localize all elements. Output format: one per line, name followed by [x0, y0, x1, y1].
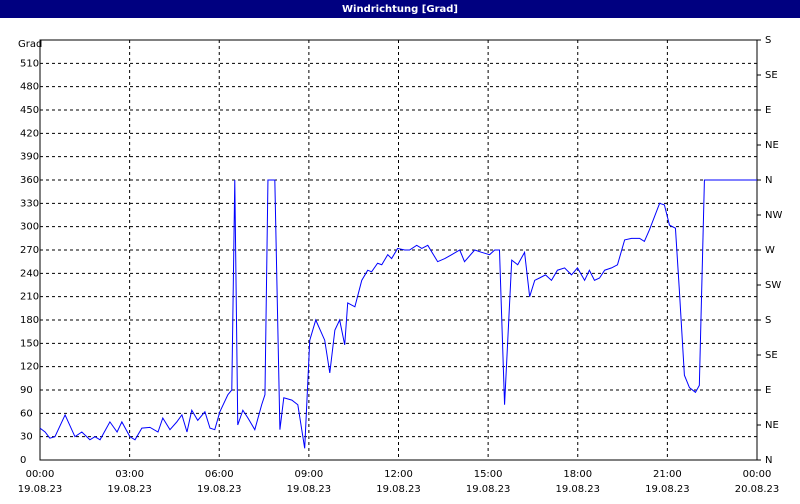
y2-tick-label: E: [765, 105, 771, 116]
y-tick-label: 210: [20, 292, 39, 303]
x-tick-label: 00:00: [26, 469, 55, 480]
x-tick-date: 19.08.23: [376, 484, 421, 495]
x-tick-date: 19.08.23: [18, 484, 63, 495]
y2-tick-label: N: [765, 455, 772, 466]
y-tick-label: 270: [20, 245, 39, 256]
y2-tick-label: SE: [765, 350, 778, 361]
y2-tick-label: NW: [765, 210, 782, 221]
y-tick-label: 450: [20, 105, 39, 116]
y-tick-label: 420: [20, 128, 39, 139]
x-tick-label: 12:00: [384, 469, 413, 480]
y-tick-label: 0: [20, 455, 26, 466]
y-axis-label: Grad: [18, 39, 42, 50]
chart-title: Windrichtung [Grad]: [342, 4, 458, 15]
y-tick-label: 510: [20, 58, 39, 69]
x-tick-date: 19.08.23: [107, 484, 152, 495]
y2-tick-label: S: [765, 315, 771, 326]
y-tick-label: 180: [20, 315, 39, 326]
title-bar: [0, 0, 800, 18]
y-tick-label: 240: [20, 268, 39, 279]
y-tick-label: 390: [20, 152, 39, 163]
y-tick-label: 60: [20, 408, 33, 419]
y-tick-label: 300: [20, 222, 39, 233]
x-tick-label: 03:00: [115, 469, 144, 480]
y2-tick-label: NE: [765, 420, 779, 431]
y2-tick-label: SW: [765, 280, 781, 291]
y-tick-label: 120: [20, 362, 39, 373]
y-tick-label: 90: [20, 385, 33, 396]
y-tick-label: 480: [20, 82, 39, 93]
x-tick-date: 19.08.23: [287, 484, 332, 495]
x-tick-label: 21:00: [653, 469, 682, 480]
y2-tick-label: N: [765, 175, 772, 186]
x-tick-date: 19.08.23: [645, 484, 690, 495]
y2-tick-label: S: [765, 35, 771, 46]
y-tick-label: 30: [20, 432, 33, 443]
y-tick-label: 360: [20, 175, 39, 186]
y2-tick-label: W: [765, 245, 775, 256]
data-line: [39, 179, 757, 449]
x-tick-date: 19.08.23: [466, 484, 511, 495]
x-tick-date: 19.08.23: [555, 484, 600, 495]
y-tick-label: 330: [20, 198, 39, 209]
y2-tick-label: E: [765, 385, 771, 396]
x-tick-label: 18:00: [563, 469, 592, 480]
y2-tick-label: NE: [765, 140, 779, 151]
y-tick-label: 150: [20, 338, 39, 349]
x-tick-date: 19.08.23: [197, 484, 242, 495]
x-tick-date: 20.08.23: [735, 484, 780, 495]
x-tick-label: 15:00: [474, 469, 503, 480]
x-tick-label: 06:00: [205, 469, 234, 480]
x-tick-label: 09:00: [294, 469, 323, 480]
y2-tick-label: SE: [765, 70, 778, 81]
x-tick-label: 00:00: [743, 469, 772, 480]
